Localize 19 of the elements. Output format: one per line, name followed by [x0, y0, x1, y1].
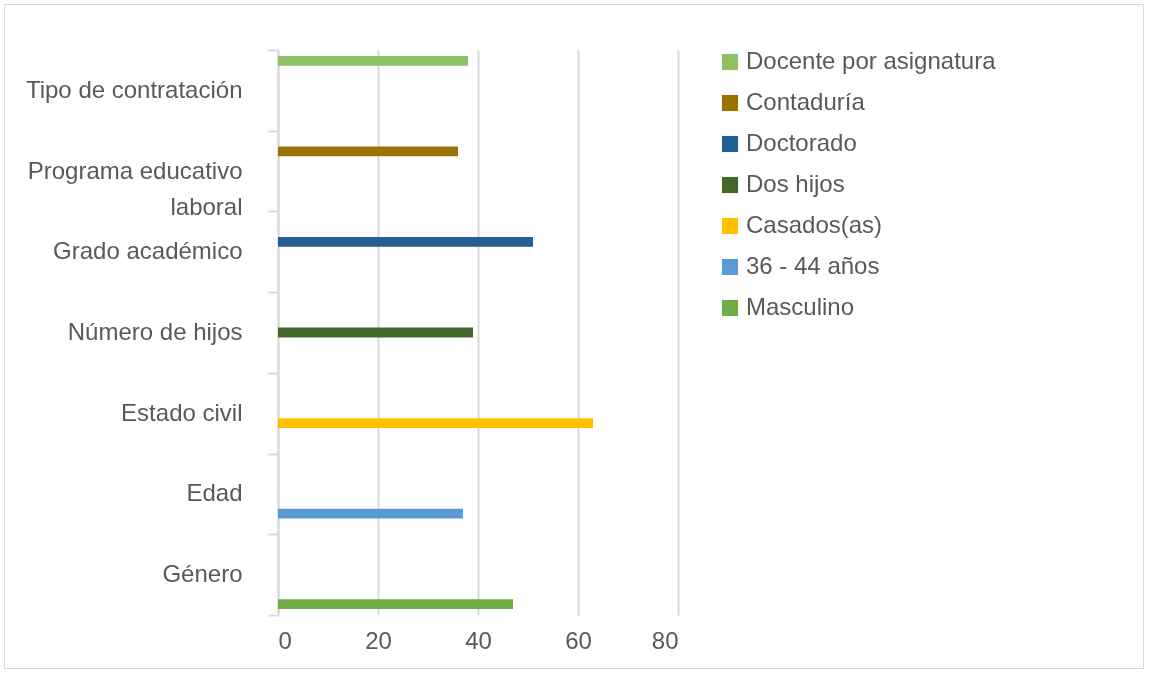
y-tick-label: Grado académico [53, 237, 243, 265]
x-tick-label: 0 [278, 626, 292, 654]
y-tick-label: Número de hijos [67, 318, 243, 345]
y-tick-label: Género [162, 560, 243, 588]
legend-label: Docente por asignatura [746, 47, 997, 74]
y-tick-label: Tipo de contratación [25, 75, 243, 103]
legend-label: Masculino [746, 293, 855, 320]
legend-label: 36 - 44 años [746, 252, 880, 279]
x-tick-label: 80 [651, 626, 679, 654]
legend-label: Dos hijos [746, 170, 845, 197]
x-tick-label: 20 [365, 626, 392, 654]
x-tick-label: 40 [465, 626, 492, 654]
y-tick-label: Edad [186, 479, 243, 507]
legend-label: Doctorado [746, 129, 857, 156]
y-tick-label: Programa educativo laboral [27, 156, 243, 220]
y-tick-label: Estado civil [121, 398, 243, 426]
legend-label: Casados(as) [746, 211, 883, 238]
x-tick-label: 60 [565, 626, 592, 654]
legend-label: Contaduría [746, 88, 866, 115]
